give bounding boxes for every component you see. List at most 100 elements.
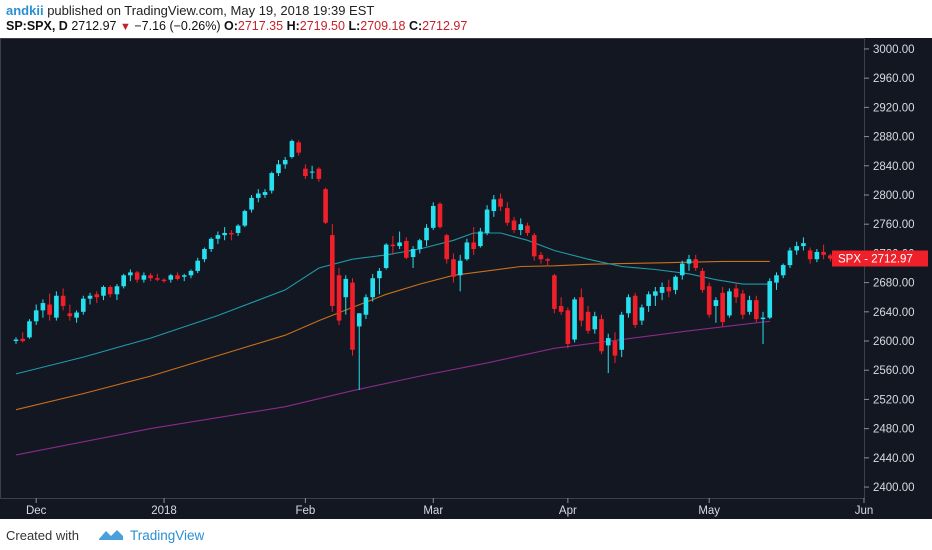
candle-body [27, 321, 32, 338]
y-tick-label: 2960.00 [873, 73, 915, 85]
chart-header: andkii published on TradingView.com, May… [0, 0, 932, 38]
ohlc-legend: SP:SPX, D 2712.97 ▼ −7.16 (−0.26%) O:271… [6, 19, 467, 33]
candle-body [673, 276, 678, 290]
candle-body [47, 304, 52, 315]
x-tick-label: Feb [295, 505, 315, 517]
candle-body [437, 203, 443, 228]
candle-body [276, 164, 281, 174]
candle-body [828, 255, 833, 259]
candle-body [60, 295, 66, 306]
candle-body [754, 300, 759, 320]
candle-body [518, 224, 524, 231]
candle-body [511, 220, 517, 231]
author-link[interactable]: andkii [6, 3, 44, 18]
y-tick-label: 2480.00 [873, 424, 915, 436]
candle-body [531, 235, 537, 257]
candle-body [498, 198, 503, 207]
candle-body [565, 310, 571, 344]
candle-body [343, 278, 349, 298]
candle-body [464, 242, 470, 260]
tradingview-brand[interactable]: TradingView [130, 528, 205, 543]
candle-body [81, 298, 86, 312]
candle-body [538, 254, 544, 260]
candle-body [303, 168, 308, 176]
high-value: 2719.50 [299, 19, 345, 33]
y-tick-label: 2400.00 [873, 482, 915, 494]
candle-body [188, 270, 194, 276]
candle-body [175, 275, 180, 279]
candle-body [87, 295, 93, 299]
candle-body [700, 270, 705, 290]
candle-body [107, 286, 113, 295]
y-tick-label: 2600.00 [873, 336, 915, 348]
candle-body [383, 244, 389, 268]
candle-body [430, 205, 436, 228]
published-text: published on TradingView.com, May 19, 20… [47, 3, 375, 18]
ma-long-line [15, 320, 770, 456]
candle-body [424, 227, 429, 241]
candle-body [713, 300, 719, 306]
candle-body [404, 240, 409, 258]
x-tick-label: Dec [26, 505, 47, 517]
candle-body [727, 291, 732, 316]
x-tick-label: Mar [423, 505, 443, 517]
candle-body [814, 251, 820, 260]
candle-body [390, 244, 396, 247]
y-tick-label: 2680.00 [873, 278, 915, 290]
candle-body [181, 275, 187, 277]
candle-body [592, 316, 598, 330]
candle-body [255, 193, 261, 198]
candle-body [336, 275, 342, 321]
candle-body [222, 232, 227, 236]
candle-body [141, 275, 147, 280]
candle-body [242, 211, 248, 226]
candle-body [168, 275, 174, 280]
axes: 3000.00 2960.00 2920.00 2880.00 2840.00 2800.… [26, 44, 928, 517]
symbol-label[interactable]: SP:SPX, D [6, 19, 68, 33]
y-tick-label: 2920.00 [873, 102, 915, 114]
candle-body [235, 225, 241, 233]
candle-body [478, 231, 483, 247]
candle-body [767, 281, 773, 318]
candle-body [605, 338, 611, 346]
footer: Created with TradingView [0, 519, 932, 550]
candle-body [686, 259, 692, 264]
candle-body [33, 310, 39, 322]
candle-body [780, 265, 786, 276]
tradingview-logo-icon[interactable] [97, 527, 125, 543]
candle-body [309, 171, 315, 173]
candle-body [639, 307, 645, 321]
y-tick-label: 2640.00 [873, 307, 915, 319]
moving-averages [15, 232, 770, 456]
x-tick-label: Jun [855, 505, 874, 517]
candle-body [134, 272, 140, 280]
candle-body [484, 209, 490, 233]
low-label: L: [348, 19, 361, 33]
candle-body [491, 199, 497, 212]
candle-body [747, 300, 752, 312]
candle-body [451, 259, 456, 277]
y-tick-label: 2560.00 [873, 365, 915, 377]
candle-body [323, 189, 328, 223]
candle-body [128, 272, 133, 276]
chart-area[interactable]: 3000.00 2960.00 2920.00 2880.00 2840.00 2800.… [0, 38, 932, 519]
candle-body [807, 250, 813, 260]
close-label: C: [408, 19, 423, 33]
y-tick-label: 2800.00 [873, 190, 915, 202]
candle-body [801, 243, 806, 247]
candle-body [626, 297, 631, 314]
candle-body [693, 259, 699, 268]
candle-body [471, 242, 476, 250]
candle-body [94, 294, 100, 298]
candle-body [619, 314, 624, 350]
candle-body [289, 140, 295, 158]
candle-body [363, 297, 369, 315]
candle-body [733, 288, 739, 298]
candle-body [444, 235, 450, 260]
candle-body [215, 235, 221, 239]
candlestick-chart[interactable]: 3000.00 2960.00 2920.00 2880.00 2840.00 2800.… [0, 38, 932, 519]
candle-body [612, 341, 618, 356]
candle-body [653, 291, 658, 296]
candle-body [787, 250, 793, 266]
candle-body [572, 299, 577, 340]
